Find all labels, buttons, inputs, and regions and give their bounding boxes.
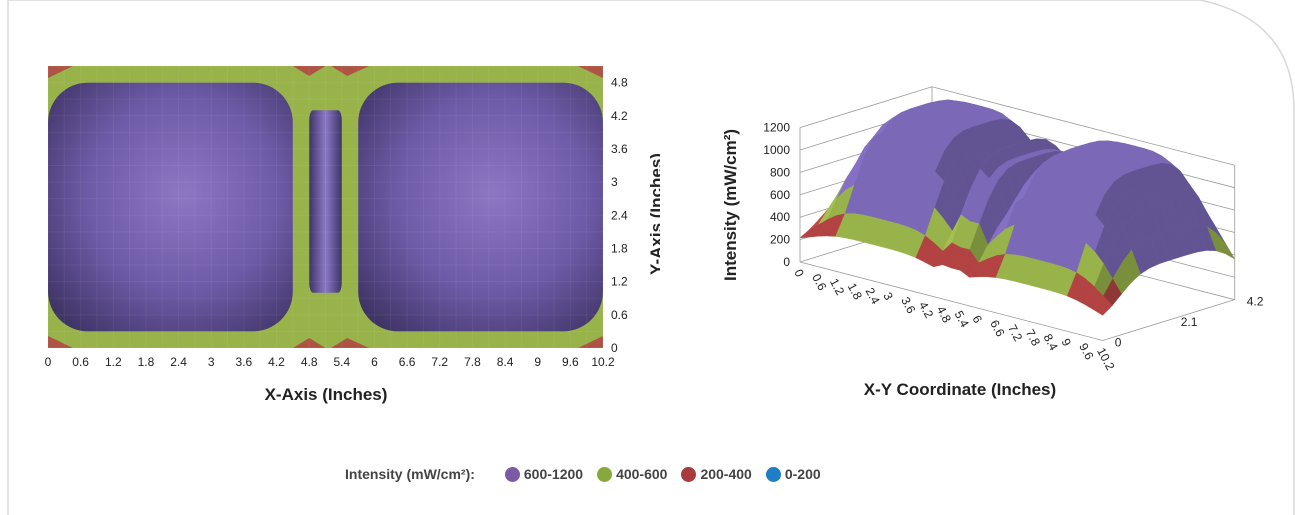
surface-y-tick-label: 0 (1115, 335, 1122, 349)
surface-x-axis-title: X-Y Coordinate (Inches) (864, 380, 1056, 399)
surface-z-tick-label: 0 (783, 255, 790, 269)
surface-y-tick-label: 2.1 (1181, 315, 1198, 329)
surface-facet (1093, 295, 1113, 316)
surface-x-tick-label: 1.2 (827, 276, 847, 298)
heatmap-band-200-400 (578, 66, 603, 78)
heatmap-x-tick-label: 1.8 (138, 355, 155, 369)
surface-x-tick-label: 4.2 (916, 299, 936, 321)
heatmap-region-600-1200 (48, 82, 293, 332)
surface-x-tick-label: 7.8 (1023, 327, 1043, 349)
heatmap-x-tick-label: 6 (371, 355, 378, 369)
heatmap-x-tick-label: 8.4 (497, 355, 514, 369)
heatmap-y-axis-title: Y-Axis (Inches) (647, 153, 660, 275)
heatmap-x-tick-label: 0 (45, 355, 52, 369)
legend-title: Intensity (mW/cm²): (345, 466, 475, 482)
surface-x-tick-label: 3.6 (898, 295, 918, 317)
heatmap-y-ticks: 0 0.6 1.2 1.8 2.4 3 3.6 4.2 4.8 (611, 76, 628, 355)
heatmap-x-tick-label: 9 (534, 355, 541, 369)
surface-z-ticks: 0 200 400 600 800 1000 1200 (763, 121, 790, 269)
heatmap-band-200-400 (330, 66, 370, 76)
legend-label: 200-400 (700, 466, 752, 482)
surface-z-tick-label: 200 (770, 233, 790, 247)
legend-swatch-purple (504, 466, 520, 482)
surface-x-tick-label: 7.2 (1005, 322, 1025, 344)
heatmap-region-600-1200 (358, 82, 603, 332)
surface-x-tick-label: 0.6 (809, 271, 829, 293)
heatmap-x-tick-label: 4.8 (301, 355, 318, 369)
surface-x-tick-label: 9 (1058, 336, 1074, 349)
surface-z-tick-label: 1200 (763, 121, 790, 135)
surface-x-tick-label: 5.4 (952, 308, 972, 330)
surface-y-tick-label: 4.2 (1247, 295, 1264, 309)
heatmap-x-tick-label: 4.2 (268, 355, 285, 369)
heatmap-band-200-400 (292, 66, 326, 76)
heatmap-y-tick-label: 1.8 (611, 241, 628, 255)
heatmap-x-tick-label: 9.6 (562, 355, 579, 369)
surface-x-tick-label: 8.4 (1041, 331, 1061, 353)
heatmap-region-600-1200 (309, 110, 342, 293)
heatmap-y-tick-label: 4.8 (611, 76, 628, 90)
surface-x-tick-label: 0 (791, 267, 807, 280)
heatmap-chart: 0 0.6 1.2 1.8 2.4 3 3.6 4.2 4.8 5.4 6 6.6 7.2 7.8 8.4 9… (45, 65, 660, 404)
heatmap-x-tick-label: 10.2 (591, 355, 615, 369)
surface-x-tick-label: 9.6 (1076, 341, 1096, 363)
surface-z-tick-label: 1000 (763, 143, 790, 157)
heatmap-band-200-400 (48, 66, 73, 78)
surface-x-tick-label: 3 (880, 290, 896, 303)
heatmap-y-tick-label: 3.6 (611, 142, 628, 156)
surface-z-tick-label: 400 (770, 210, 790, 224)
heatmap-x-tick-label: 2.4 (170, 355, 187, 369)
legend-swatch-blue (765, 466, 781, 482)
heatmap-x-tick-label: 6.6 (399, 355, 416, 369)
heatmap-y-tick-label: 0.6 (611, 308, 628, 322)
heatmap-x-ticks: 0 0.6 1.2 1.8 2.4 3 3.6 4.2 4.8 5.4 6 6.6 7.2 7.8 8.4 9… (45, 355, 615, 369)
heatmap-y-tick-label: 0 (611, 341, 618, 355)
legend: Intensity (mW/cm²): 600-1200 400-600 200… (345, 463, 835, 485)
heatmap-x-tick-label: 0.6 (72, 355, 89, 369)
legend-swatch-green (597, 466, 613, 482)
surface-z-axis-title: Intensity (mW/cm²) (721, 129, 740, 281)
surface-z-tick-label: 800 (770, 165, 790, 179)
surface-x-tick-label: 2.4 (863, 285, 883, 307)
legend-label: 400-600 (616, 466, 668, 482)
heatmap-x-tick-label: 1.2 (105, 355, 122, 369)
legend-swatch-red (681, 466, 697, 482)
legend-item-600-1200: 600-1200 (504, 466, 584, 482)
surface-mesh (799, 99, 1236, 316)
surface-y-ticks: 0 2.1 4.2 (1115, 295, 1264, 350)
heatmap-x-tick-label: 7.8 (464, 355, 481, 369)
legend-label: 600-1200 (523, 466, 584, 482)
heatmap-x-tick-label: 3.6 (236, 355, 253, 369)
heatmap-plot-area (47, 65, 604, 349)
legend-item-0-200: 0-200 (765, 466, 821, 482)
legend-item-200-400: 200-400 (681, 466, 752, 482)
heatmap-x-tick-label: 3 (208, 355, 215, 369)
surface-x-tick-label: 6 (969, 313, 985, 326)
heatmap-y-tick-label: 1.2 (611, 275, 628, 289)
heatmap-band-200-400 (330, 338, 370, 348)
heatmap-y-tick-label: 4.2 (611, 109, 628, 123)
heatmap-x-axis-title: X-Axis (Inches) (265, 385, 388, 404)
heatmap-y-tick-label: 2.4 (611, 208, 628, 222)
surface-x-tick-label: 1.8 (845, 281, 865, 303)
legend-item-400-600: 400-600 (597, 466, 667, 482)
surface-x-tick-label: 4.8 (934, 304, 954, 326)
heatmap-band-200-400 (48, 336, 73, 348)
heatmap-x-tick-label: 5.4 (333, 355, 350, 369)
surface-z-tick-label: 600 (770, 188, 790, 202)
legend-label: 0-200 (784, 466, 821, 482)
heatmap-band-200-400 (292, 338, 326, 348)
surface-x-tick-label: 6.6 (987, 318, 1007, 340)
heatmap-band-200-400 (578, 336, 603, 348)
heatmap-y-tick-label: 3 (611, 175, 618, 189)
heatmap-x-tick-label: 7.2 (431, 355, 448, 369)
surface-floor-edge (799, 261, 1235, 341)
